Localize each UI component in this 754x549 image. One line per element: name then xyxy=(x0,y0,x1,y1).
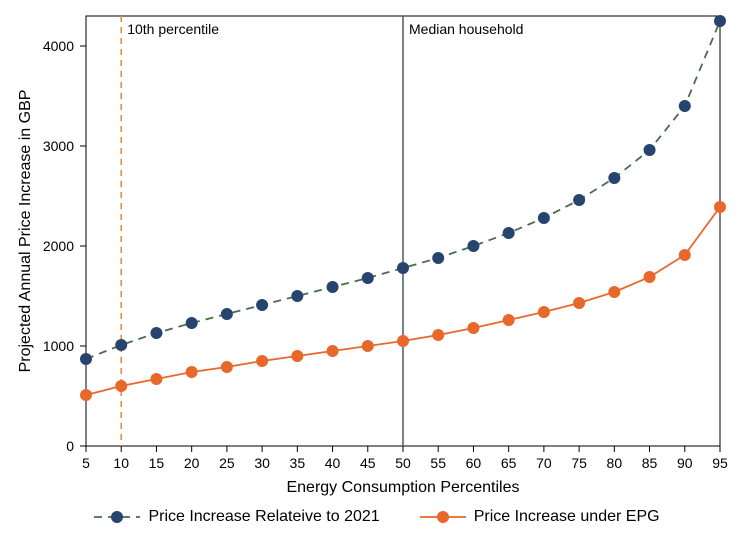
svg-text:2000: 2000 xyxy=(43,238,74,254)
svg-text:3000: 3000 xyxy=(43,138,74,154)
svg-text:70: 70 xyxy=(536,455,552,471)
svg-text:95: 95 xyxy=(712,455,728,471)
svg-text:85: 85 xyxy=(642,455,658,471)
legend: Price Increase Relateive to 2021 Price I… xyxy=(0,508,754,526)
svg-text:55: 55 xyxy=(430,455,446,471)
svg-text:45: 45 xyxy=(360,455,376,471)
svg-text:10: 10 xyxy=(113,455,129,471)
svg-text:20: 20 xyxy=(184,455,200,471)
svg-text:10th percentile: 10th percentile xyxy=(127,21,219,37)
svg-text:Energy Consumption Percentiles: Energy Consumption Percentiles xyxy=(286,479,519,496)
legend-label-under-epg: Price Increase under EPG xyxy=(474,508,660,526)
svg-text:30: 30 xyxy=(254,455,270,471)
svg-text:50: 50 xyxy=(395,455,411,471)
legend-item-under-epg: Price Increase under EPG xyxy=(420,508,660,526)
price-increase-chart: 10th percentile Median household 5 10 15 20 25… xyxy=(0,0,754,549)
svg-text:75: 75 xyxy=(571,455,587,471)
svg-text:65: 65 xyxy=(501,455,517,471)
svg-text:90: 90 xyxy=(677,455,693,471)
svg-text:Projected Annual Price Increas: Projected Annual Price Increase in GBP xyxy=(17,90,34,373)
svg-text:5: 5 xyxy=(82,455,90,471)
legend-swatch-under-epg xyxy=(420,508,466,526)
legend-item-relative-2021: Price Increase Relateive to 2021 xyxy=(94,508,379,526)
chart-svg: 10th percentile Median household 5 10 15 20 25… xyxy=(0,0,754,549)
svg-text:0: 0 xyxy=(66,438,74,454)
svg-text:35: 35 xyxy=(290,455,306,471)
svg-text:4000: 4000 xyxy=(43,38,74,54)
legend-label-relative-2021: Price Increase Relateive to 2021 xyxy=(148,508,379,526)
svg-text:Median household: Median household xyxy=(409,21,523,37)
svg-text:15: 15 xyxy=(149,455,165,471)
svg-text:25: 25 xyxy=(219,455,235,471)
svg-text:60: 60 xyxy=(466,455,482,471)
svg-text:80: 80 xyxy=(607,455,623,471)
legend-swatch-relative-2021 xyxy=(94,508,140,526)
svg-text:1000: 1000 xyxy=(43,338,74,354)
svg-text:40: 40 xyxy=(325,455,341,471)
